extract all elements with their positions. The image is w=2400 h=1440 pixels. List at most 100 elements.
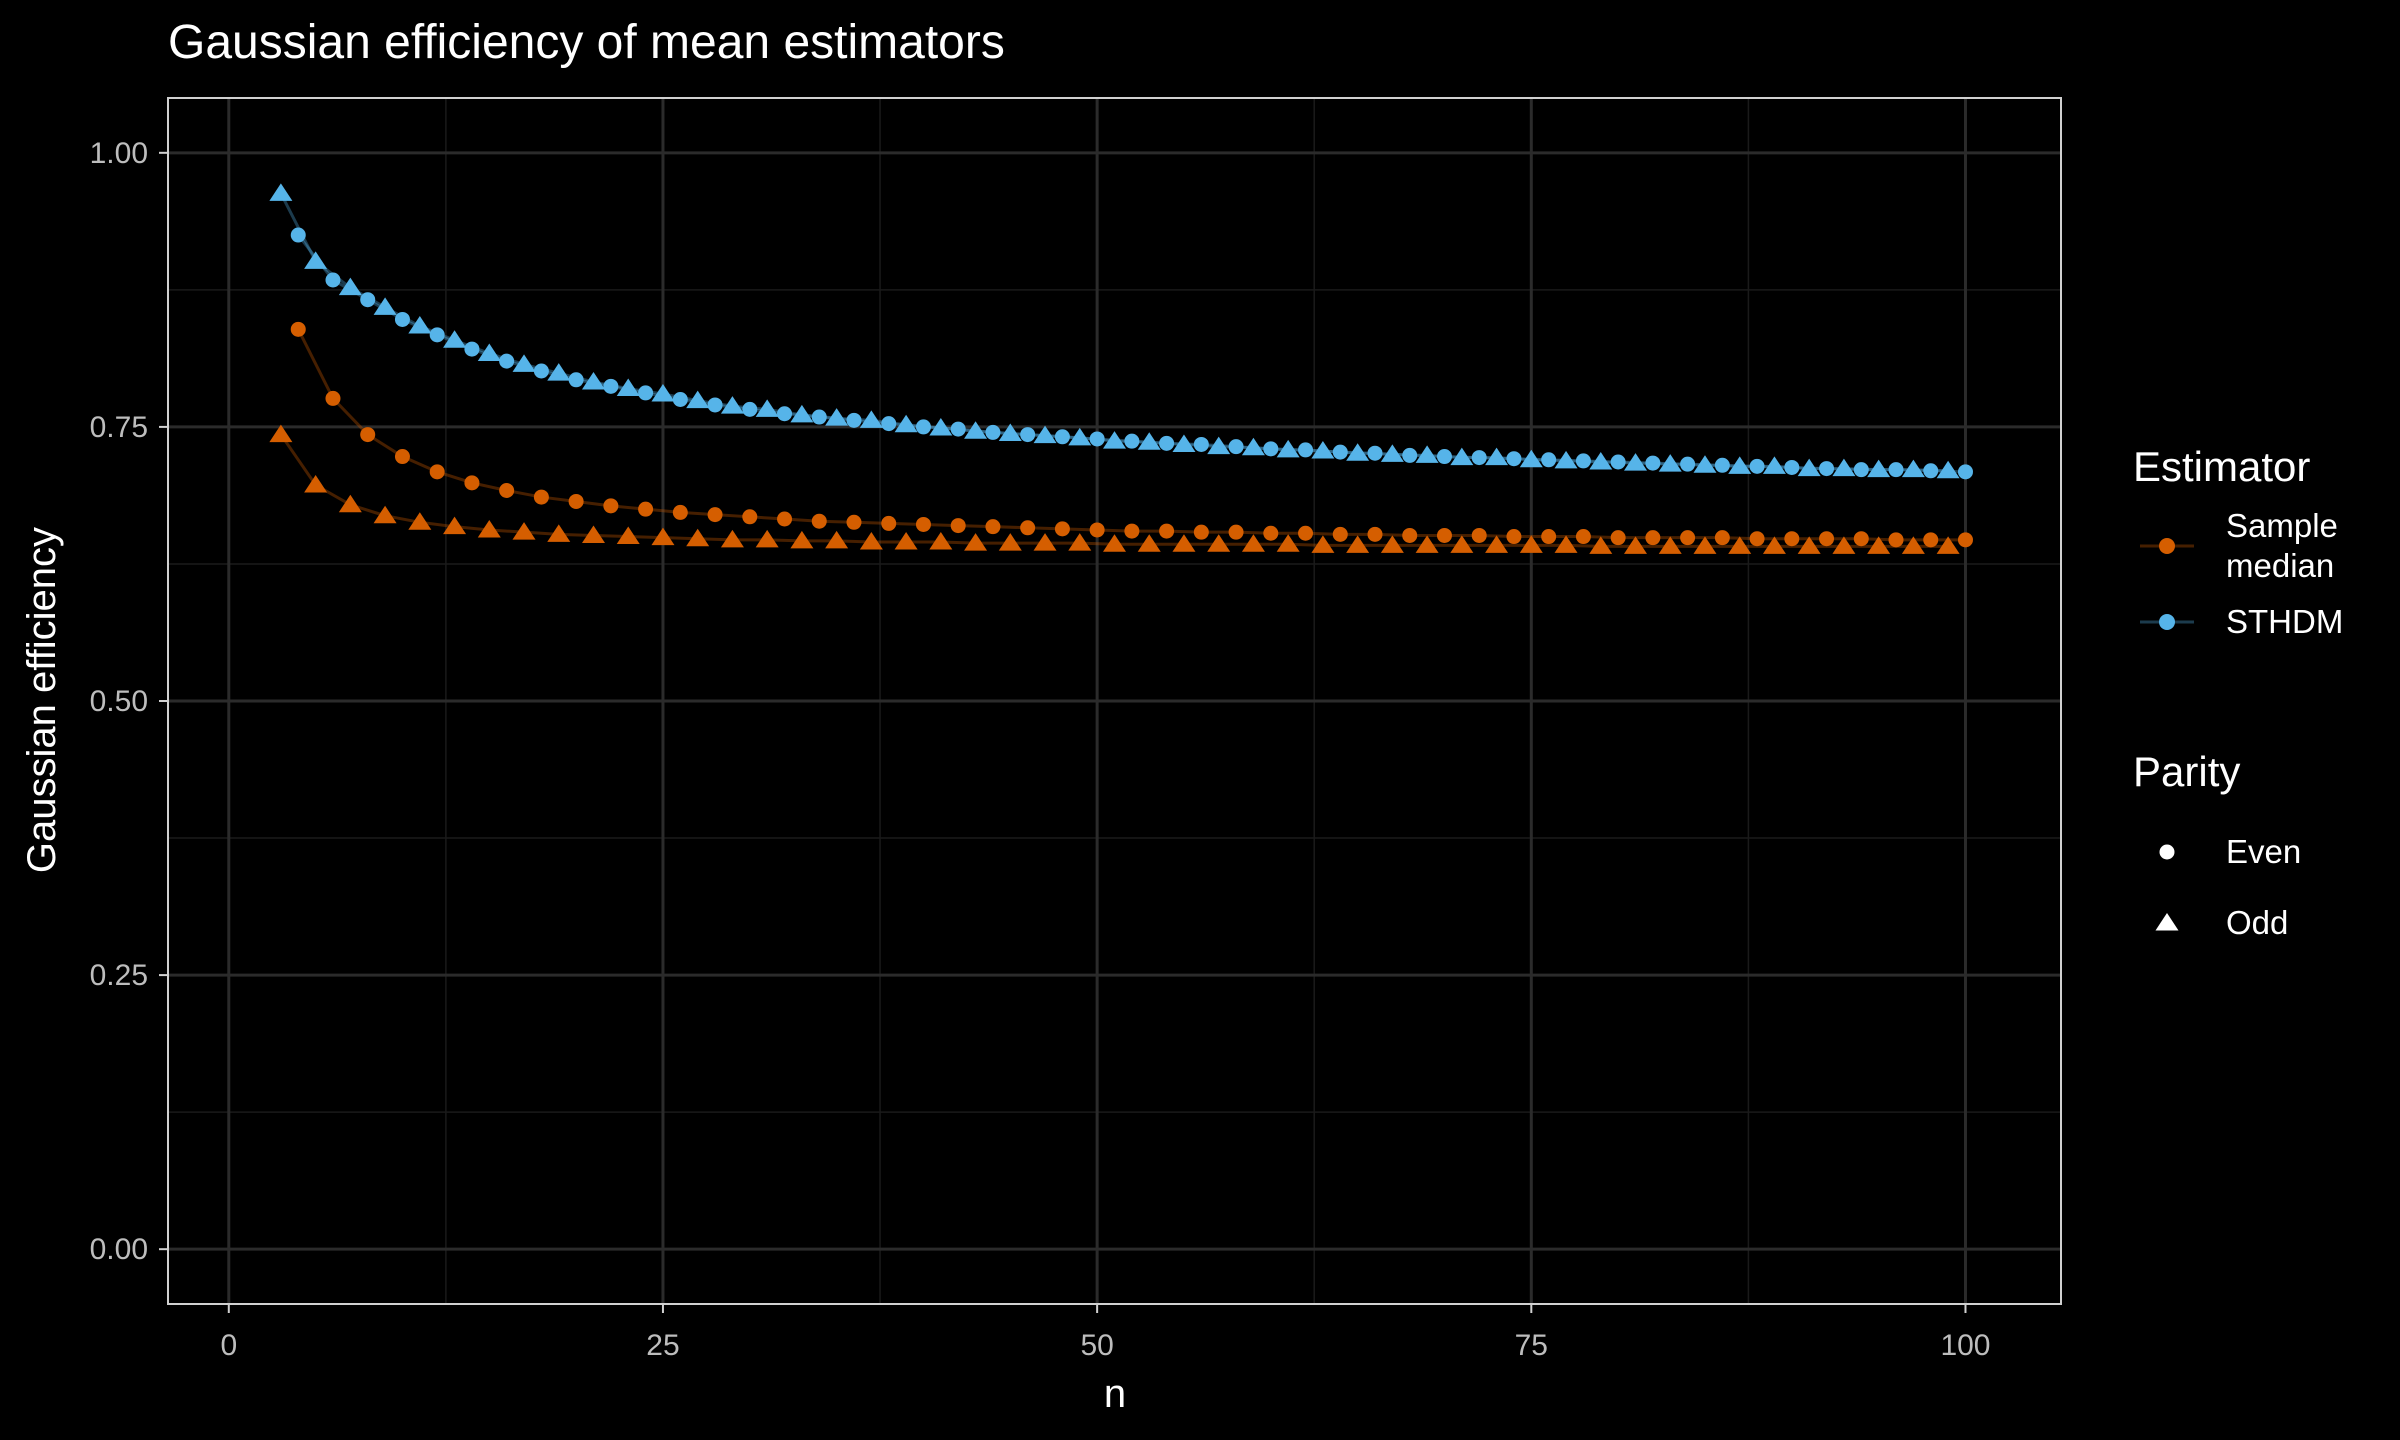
data-point-odd: [269, 424, 293, 443]
data-point-even: [1020, 427, 1036, 443]
data-point-even: [1541, 529, 1557, 545]
data-point-odd: [1207, 534, 1231, 552]
data-point-odd: [894, 532, 918, 550]
data-point-even: [985, 424, 1001, 440]
legend-key-point: [2159, 844, 2175, 860]
data-point-even: [811, 513, 827, 529]
data-point-odd: [1589, 451, 1613, 470]
data-point-even: [1054, 429, 1070, 445]
data-point-even: [533, 363, 549, 379]
y-tick-label: 0.00: [90, 1233, 148, 1266]
data-point-odd: [1728, 456, 1752, 474]
data-point-even: [1089, 431, 1105, 447]
x-tick-label: 50: [1080, 1329, 1113, 1362]
data-point-even: [290, 227, 306, 243]
data-point-even: [1888, 462, 1904, 478]
data-point-even: [1367, 445, 1383, 461]
data-point-odd: [1867, 536, 1891, 554]
data-point-odd: [1241, 437, 1265, 456]
legend-label: Odd: [2226, 904, 2288, 941]
data-point-even: [1402, 527, 1418, 543]
data-point-odd: [581, 525, 605, 543]
data-point-even: [1263, 441, 1279, 457]
data-point-even: [1749, 531, 1765, 547]
data-point-even: [1714, 457, 1730, 473]
data-point-odd: [790, 530, 814, 549]
data-point-odd: [1380, 444, 1404, 462]
data-point-even: [360, 292, 376, 308]
data-point-odd: [1762, 536, 1786, 554]
data-point-even: [325, 390, 341, 406]
data-point-odd: [859, 410, 883, 428]
data-point-even: [846, 412, 862, 428]
data-point-even: [846, 514, 862, 530]
data-point-even: [1193, 524, 1209, 540]
data-point-odd: [755, 529, 779, 548]
series-sample-median: [269, 321, 1973, 554]
data-point-odd: [1832, 536, 1856, 554]
data-point-even: [1680, 530, 1696, 546]
data-point-even: [915, 516, 931, 532]
data-point-even: [1923, 463, 1939, 479]
data-point-odd: [1311, 441, 1335, 459]
data-point-odd: [547, 524, 571, 542]
data-point-odd: [1311, 535, 1335, 553]
data-point-even: [429, 327, 445, 343]
data-point-odd: [859, 532, 883, 550]
data-point-even: [811, 409, 827, 425]
data-point-odd: [1172, 434, 1196, 452]
data-point-even: [325, 272, 341, 288]
data-point-odd: [443, 330, 467, 348]
x-tick-label: 100: [1940, 1329, 1990, 1362]
data-point-odd: [477, 343, 501, 361]
data-point-odd: [825, 530, 849, 549]
data-point-odd: [1450, 535, 1474, 553]
data-point-even: [1957, 464, 1973, 480]
data-point-odd: [1346, 535, 1370, 553]
data-point-odd: [1519, 535, 1543, 553]
data-point-odd: [1485, 447, 1509, 466]
data-point-even: [742, 401, 758, 417]
legend-title-parity: Parity: [2133, 748, 2240, 795]
data-point-odd: [373, 505, 397, 524]
data-point-even: [638, 501, 654, 517]
x-tick-label: 25: [646, 1329, 679, 1362]
data-point-even: [603, 378, 619, 394]
data-point-even: [638, 385, 654, 401]
data-point-even: [394, 311, 410, 327]
data-point-even: [1506, 451, 1522, 467]
data-point-odd: [1519, 449, 1543, 468]
data-point-even: [1575, 529, 1591, 545]
y-tick-label: 1.00: [90, 137, 148, 170]
data-point-odd: [1554, 535, 1578, 553]
data-point-odd: [1172, 534, 1196, 552]
data-point-odd: [1624, 453, 1648, 471]
data-point-odd: [1485, 535, 1509, 553]
data-point-even: [1263, 525, 1279, 541]
data-point-even: [742, 509, 758, 525]
data-point-even: [1471, 450, 1487, 466]
data-point-odd: [1554, 450, 1578, 469]
data-point-odd: [269, 183, 293, 201]
data-point-odd: [755, 399, 779, 417]
data-point-odd: [1832, 458, 1856, 477]
data-point-odd: [998, 533, 1022, 551]
data-point-even: [1575, 453, 1591, 469]
data-point-odd: [998, 423, 1022, 441]
data-point-odd: [408, 316, 432, 334]
data-point-even: [1193, 436, 1209, 452]
data-point-odd: [686, 528, 710, 547]
data-point-odd: [1346, 443, 1370, 461]
data-point-odd: [1901, 536, 1925, 554]
legend-title-estimator: Estimator: [2133, 443, 2310, 490]
data-point-even: [1957, 532, 1973, 548]
data-point-even: [360, 427, 376, 443]
legend-label: STHDM: [2226, 603, 2343, 640]
data-point-odd: [894, 414, 918, 433]
data-point-even: [1714, 530, 1730, 546]
data-point-odd: [1103, 534, 1126, 552]
data-point-odd: [686, 390, 710, 409]
data-point-odd: [964, 533, 988, 551]
